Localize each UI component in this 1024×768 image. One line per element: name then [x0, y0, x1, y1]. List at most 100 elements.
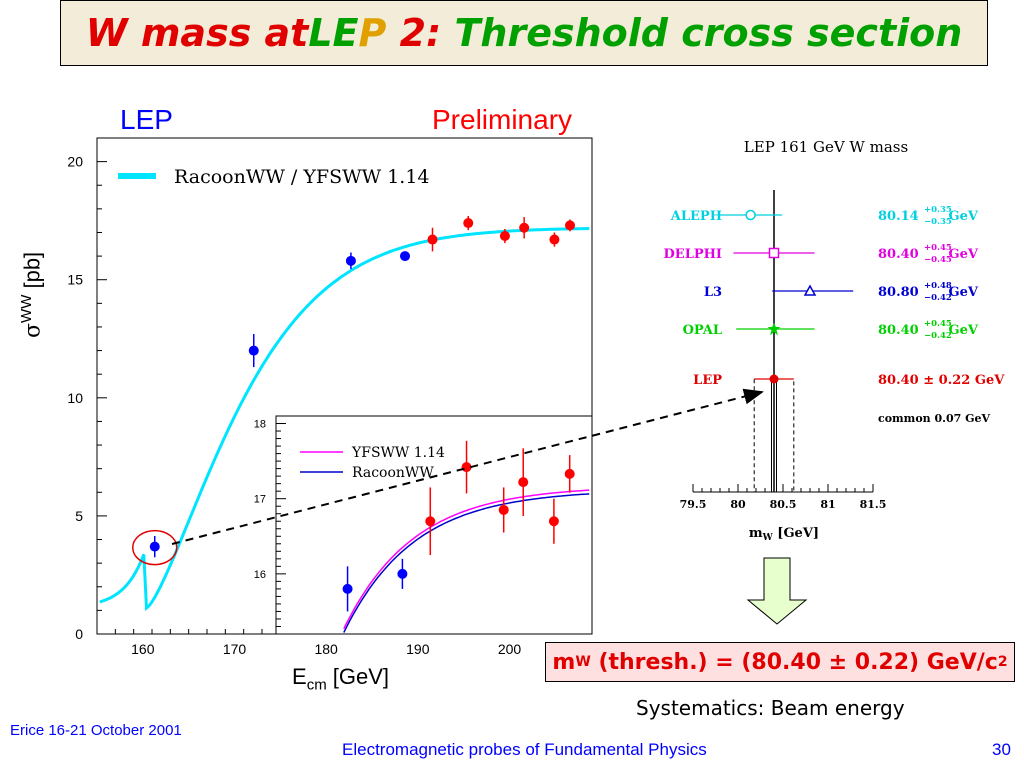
- data-point: [427, 234, 438, 245]
- data-point: [149, 541, 160, 552]
- inset-y-tick-label: 16: [254, 569, 266, 581]
- experiment-name: OPAL: [683, 323, 722, 338]
- experiment-err-minus: −0.35: [924, 217, 952, 227]
- y-label-sup: WW: [18, 294, 35, 323]
- y-label-sigma: σ: [20, 322, 46, 338]
- experiment-unit: GeV: [949, 323, 979, 338]
- inset-legend-label: RacoonWW: [352, 465, 434, 481]
- preliminary-label: Preliminary: [432, 104, 573, 135]
- main-y-axis-label: σWW [pb]: [18, 252, 45, 338]
- experiment-value: 80.40: [878, 323, 919, 338]
- common-error-note: common 0.07 GeV: [878, 412, 990, 425]
- inset-legend-label: YFSWW 1.14: [351, 445, 445, 461]
- experiment-unit: GeV: [949, 209, 979, 224]
- experiment-marker: [769, 374, 779, 384]
- inset-data-point: [518, 477, 529, 488]
- y-tick-label: 5: [75, 508, 83, 524]
- experiment-name: L3: [704, 285, 722, 300]
- wmass-x-tick-label: 80.5: [770, 498, 797, 511]
- data-point: [519, 222, 530, 233]
- experiment-err-plus: +0.48: [924, 281, 952, 291]
- x-label-e: E: [292, 664, 307, 689]
- wmass-x-label-m: m: [749, 526, 763, 541]
- x-label-sub: cm: [306, 676, 327, 694]
- experiment-err-minus: −0.45: [924, 255, 952, 265]
- result-sup: 2: [997, 654, 1008, 670]
- lep-label: LEP: [120, 104, 173, 135]
- experiment-value: 80.40 ± 0.22 GeV: [878, 373, 1005, 388]
- x-tick-label: 190: [406, 641, 430, 657]
- inset-data-point: [461, 462, 472, 473]
- inset-curve-racoonww: [343, 493, 590, 633]
- experiment-value: 80.14: [878, 209, 919, 224]
- inset-data-point: [342, 583, 353, 594]
- theory-curve: [99, 227, 590, 612]
- experiment-err-plus: +0.45: [924, 243, 952, 253]
- result-m: m: [552, 649, 576, 675]
- experiment-marker: [745, 209, 756, 221]
- experiment-name: DELPHI: [664, 247, 722, 262]
- page-number: 30: [992, 740, 1011, 759]
- wmass-x-tick-label: 80: [730, 498, 746, 511]
- legend-label: RacoonWW / YFSWW 1.14: [174, 166, 430, 188]
- experiment-err-plus: +0.35: [924, 205, 952, 215]
- data-point: [345, 255, 356, 266]
- experiment-value: 80.40: [878, 247, 919, 262]
- x-label-unit: [GeV]: [326, 664, 390, 689]
- experiment-unit: GeV: [949, 247, 979, 262]
- inset-data-point: [397, 568, 408, 579]
- title-part: 2:: [386, 11, 455, 55]
- experiment-marker: [803, 284, 817, 296]
- y-tick-label: 10: [67, 390, 83, 406]
- experiment-err-minus: −0.42: [924, 331, 952, 341]
- lep-band: [753, 378, 795, 493]
- wmass-x-label-sub: W: [762, 533, 774, 543]
- highlight-ring: [132, 529, 178, 566]
- data-point: [248, 345, 259, 356]
- y-label-unit: [pb]: [19, 251, 45, 295]
- experiment-unit: GeV: [949, 285, 979, 300]
- x-tick-label: 200: [498, 641, 522, 657]
- experiment-marker: [768, 247, 780, 259]
- wmass-x-tick-label: 79.5: [680, 498, 707, 511]
- x-tick-label: 160: [131, 641, 155, 657]
- footer-title: Electromagnetic probes of Fundamental Ph…: [342, 740, 707, 759]
- title-part: Threshold cross section: [454, 11, 963, 55]
- x-tick-label: 170: [223, 641, 247, 657]
- data-point: [565, 220, 575, 231]
- inset-data-point: [425, 516, 436, 527]
- inset-data-point: [548, 516, 559, 527]
- experiment-marker: [767, 322, 781, 336]
- wmass-x-label-unit: [GeV]: [773, 526, 819, 541]
- data-point: [549, 234, 560, 245]
- experiment-name: LEP: [693, 373, 722, 388]
- result-sub: W: [575, 654, 591, 670]
- down-arrow-icon: [746, 557, 808, 625]
- y-tick-label: 0: [75, 626, 83, 642]
- wmass-x-label: mW [GeV]: [749, 526, 819, 543]
- data-point: [499, 231, 510, 242]
- title-part: P: [358, 11, 387, 55]
- y-tick-label: 20: [67, 154, 83, 170]
- data-point: [400, 251, 410, 262]
- experiment-err-minus: −0.42: [924, 293, 952, 303]
- x-tick-label: 180: [314, 641, 338, 657]
- inset-y-tick-label: 18: [254, 419, 266, 431]
- dashed-arrow: [171, 388, 764, 545]
- data-point: [463, 218, 474, 229]
- wmass-x-tick-label: 81.5: [860, 498, 887, 511]
- y-tick-label: 15: [67, 272, 83, 288]
- main-x-axis-label: Ecm [GeV]: [292, 664, 389, 693]
- experiment-value: 80.80: [878, 285, 919, 300]
- slide-title: W mass at LE P 2: Threshold cross sectio…: [60, 0, 988, 66]
- experiment-name: ALEPH: [670, 209, 722, 224]
- result-rhs: (thresh.) = (80.40 ± 0.22) GeV/c: [590, 649, 998, 675]
- title-part: LE: [308, 11, 359, 55]
- inset-data-point: [564, 468, 575, 479]
- wmass-title: LEP 161 GeV W mass: [744, 138, 908, 156]
- wmass-x-tick-label: 81: [820, 498, 835, 511]
- inset-data-point: [498, 504, 509, 515]
- inset-y-tick-label: 17: [254, 494, 266, 506]
